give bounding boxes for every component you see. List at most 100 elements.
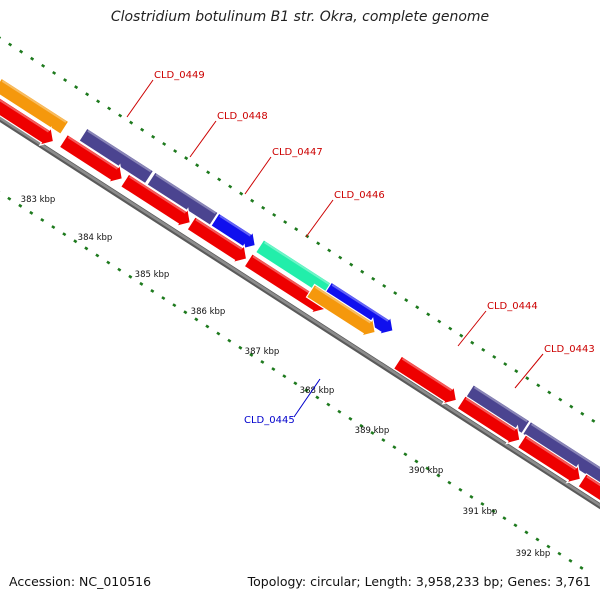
gene-label-cld-0448[interactable]: CLD_0448 xyxy=(189,111,268,158)
gene-feature-red[interactable] xyxy=(58,133,123,184)
scale-tick xyxy=(524,530,529,535)
scale-tick xyxy=(425,466,430,471)
gene-shape xyxy=(305,283,376,337)
scale-tick xyxy=(580,411,585,416)
leader-line xyxy=(189,120,217,158)
gene-features xyxy=(0,77,600,515)
scale-tick xyxy=(547,390,552,395)
genome-backbone xyxy=(0,115,600,510)
scale-tick xyxy=(19,49,24,54)
kbp-label: 387 kbp xyxy=(245,347,280,357)
scale-tick xyxy=(481,347,486,352)
scale-tick xyxy=(107,106,112,111)
gene-shape xyxy=(58,133,123,184)
gene-feature-red[interactable] xyxy=(0,90,55,147)
scale-tick xyxy=(447,480,452,485)
scale-tick xyxy=(469,494,474,499)
gene-feature-cld-0448[interactable] xyxy=(78,127,155,185)
scale-tick xyxy=(316,241,321,246)
scale-tick xyxy=(151,134,156,139)
gene-shape xyxy=(464,383,531,435)
scale-tick xyxy=(74,85,79,90)
gene-shape xyxy=(456,395,521,445)
scale-tick xyxy=(480,502,485,506)
scale-tick xyxy=(558,397,563,402)
gene-feature-navy[interactable] xyxy=(521,420,600,485)
kbp-label: 384 kbp xyxy=(78,233,113,243)
scale-tick xyxy=(206,170,211,175)
scale-tick xyxy=(404,298,409,303)
scale-tick xyxy=(84,246,89,251)
gene-label-cld-0445[interactable]: CLD_0445 xyxy=(244,378,321,426)
scale-tick xyxy=(437,319,442,324)
gene-shape xyxy=(186,216,248,264)
gene-shine xyxy=(401,357,453,392)
gene-feature-red[interactable] xyxy=(186,216,248,264)
scale-tick xyxy=(18,203,23,208)
gene-label-text: CLD_0445 xyxy=(244,415,295,426)
gene-label-cld-0447[interactable]: CLD_0447 xyxy=(244,147,323,195)
gene-label-cld-0444[interactable]: CLD_0444 xyxy=(457,301,538,347)
scale-tick xyxy=(282,374,287,379)
gene-feature-navy[interactable] xyxy=(146,171,220,227)
scale-tick xyxy=(470,340,475,345)
scale-tick xyxy=(459,333,464,338)
gene-feature-cld-0445[interactable] xyxy=(305,283,376,337)
gene-feature-red[interactable] xyxy=(119,173,191,228)
kbp-label: 390 kbp xyxy=(409,466,444,476)
scale-tick xyxy=(195,163,200,168)
scale-tick xyxy=(106,260,111,265)
gene-shape xyxy=(78,127,155,185)
gene-feature-red[interactable] xyxy=(577,473,600,515)
scale-tick xyxy=(293,381,298,386)
gene-feature-cld-0447[interactable] xyxy=(210,212,256,251)
scale-tick xyxy=(448,326,453,331)
scale-tick xyxy=(591,418,596,423)
leader-line xyxy=(293,378,321,418)
scale-tick xyxy=(393,291,398,296)
kbp-label: 386 kbp xyxy=(191,307,226,317)
scale-tick xyxy=(228,184,233,189)
scale-tick xyxy=(128,274,133,279)
kbp-label: 388 kbp xyxy=(300,386,335,396)
gene-shape xyxy=(0,77,70,136)
gene-feature-cld-0443[interactable] xyxy=(464,383,531,435)
accession-label: Accession: NC_010516 xyxy=(9,574,152,589)
gene-label-cld-0449[interactable]: CLD_0449 xyxy=(126,70,205,118)
scale-tick xyxy=(239,191,244,196)
scale-tick xyxy=(327,248,332,253)
gene-shine xyxy=(87,129,152,173)
scale-tick xyxy=(62,232,67,237)
scale-tick xyxy=(294,227,299,232)
gene-shine xyxy=(530,423,600,470)
gene-shine xyxy=(67,136,118,170)
scale-tick xyxy=(96,99,101,104)
scale-tick xyxy=(568,558,573,563)
scale-tick xyxy=(382,283,387,288)
gene-feature-red[interactable] xyxy=(456,395,521,445)
scale-tick xyxy=(370,431,375,435)
scale-tick xyxy=(403,452,408,457)
kbp-labels: 383 kbp 384 kbp 385 kbp 386 kbp 387 kbp 388 k… xyxy=(21,195,551,559)
gene-feature-red[interactable] xyxy=(516,434,582,484)
scale-tick xyxy=(216,331,221,336)
scale-tick xyxy=(514,369,519,374)
scale-tick xyxy=(205,324,210,329)
gene-shine xyxy=(263,241,339,291)
scale-tick xyxy=(546,544,551,549)
scale-tick xyxy=(172,303,177,308)
gene-feature-cld-0449[interactable] xyxy=(0,77,70,136)
scale-tick xyxy=(458,487,463,492)
gene-shape xyxy=(577,473,600,502)
scale-tick xyxy=(513,523,518,528)
scale-tick xyxy=(95,253,100,258)
scale-tick xyxy=(238,345,243,350)
gene-label-cld-0443[interactable]: CLD_0443 xyxy=(514,344,595,389)
scale-tick xyxy=(503,362,508,367)
kbp-label: 392 kbp xyxy=(516,549,551,559)
scale-tick xyxy=(161,296,166,301)
gene-feature-cld-0444[interactable] xyxy=(392,355,458,405)
scale-tick xyxy=(502,516,507,521)
gene-label-cld-0446[interactable]: CLD_0446 xyxy=(305,190,385,238)
